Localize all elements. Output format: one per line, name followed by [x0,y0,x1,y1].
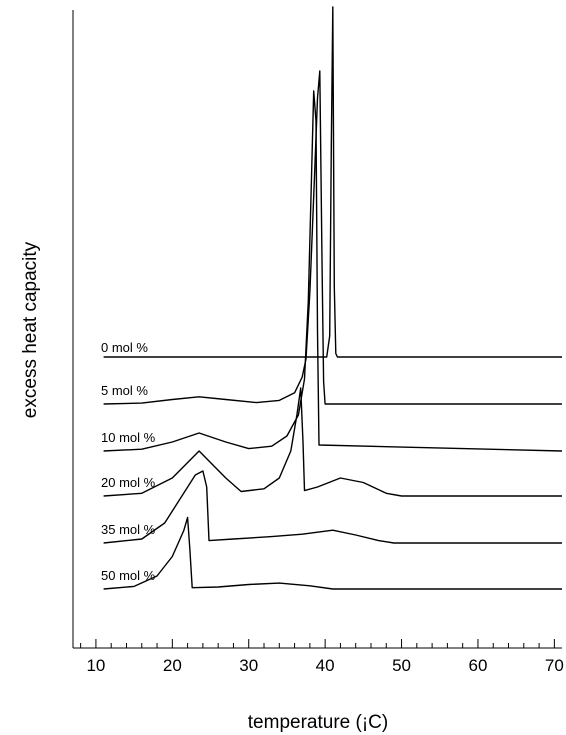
series-line [103,70,562,405]
x-tick-label: 70 [545,656,564,675]
x-tick-label: 10 [86,656,105,675]
x-tick-label: 40 [316,656,335,675]
series-label: 50 mol % [101,568,156,583]
x-tick-label: 50 [392,656,411,675]
x-axis-title: temperature (¡C) [248,712,388,733]
x-tick-label: 60 [468,656,487,675]
series-label: 35 mol % [101,522,156,537]
series-label: 20 mol % [101,475,156,490]
series-line [103,90,563,452]
series-line [103,387,562,497]
series-line [103,516,562,590]
x-tick-label: 30 [239,656,258,675]
series-line [103,470,562,544]
y-axis-title: excess heat capacity [20,241,41,418]
series-line [103,6,562,358]
x-tick-label: 20 [163,656,182,675]
series-label: 10 mol % [101,430,156,445]
series-label: 5 mol % [101,383,148,398]
series-label: 0 mol % [101,340,148,355]
